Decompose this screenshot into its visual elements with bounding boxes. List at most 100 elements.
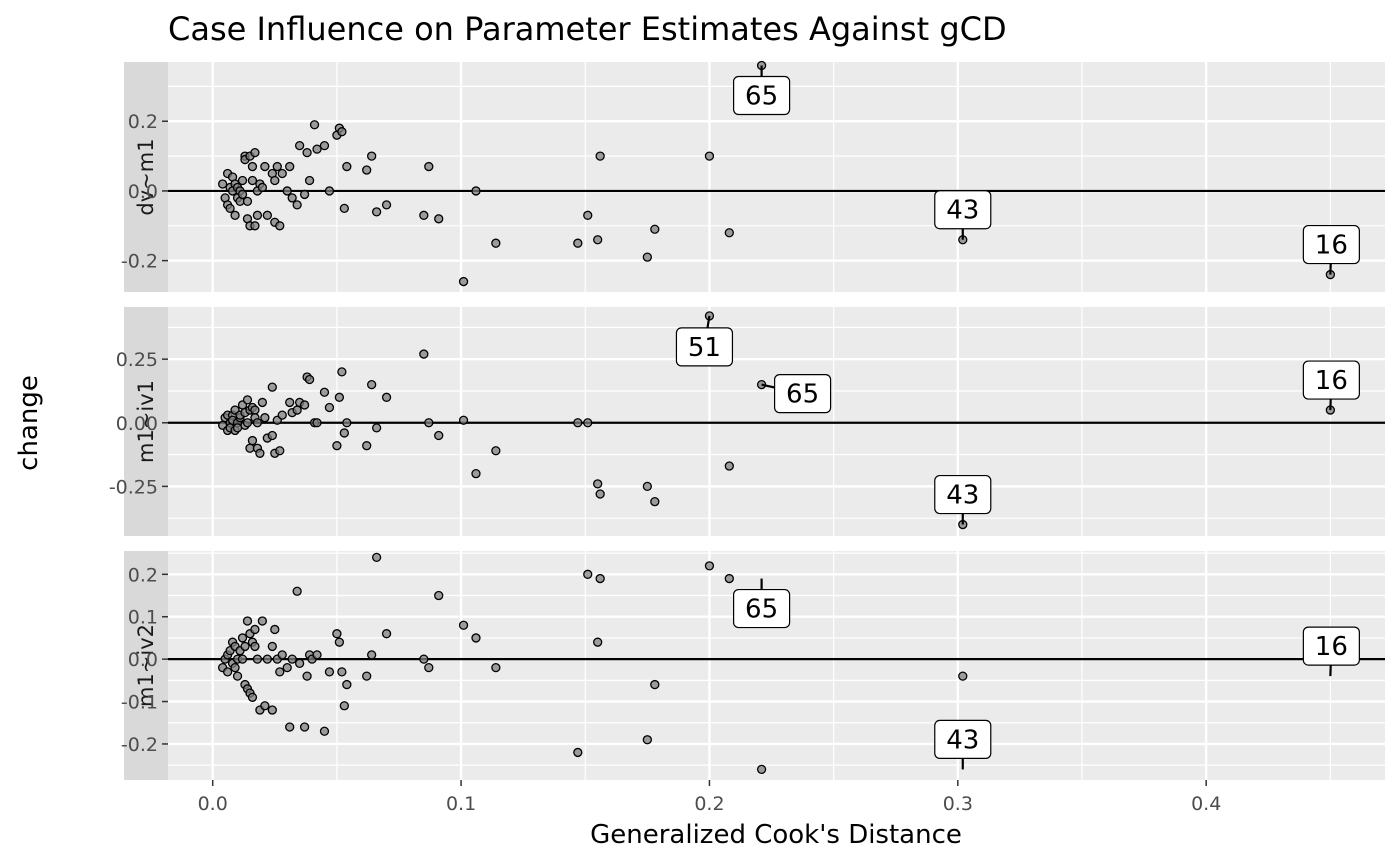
data-point	[292, 586, 302, 596]
data-point	[650, 224, 660, 234]
data-point	[252, 654, 263, 664]
data-point	[371, 552, 382, 563]
data-point	[337, 667, 347, 677]
data-point	[491, 662, 501, 673]
y-axis-label: change	[14, 375, 44, 471]
data-point	[247, 175, 258, 186]
data-point	[250, 221, 260, 231]
data-point	[342, 418, 352, 428]
data-point	[334, 392, 345, 402]
data-point	[367, 650, 377, 660]
data-point	[419, 654, 429, 664]
label-text: 65	[745, 595, 778, 625]
data-point	[252, 210, 263, 220]
panel-dv~m1: dv~m1 -0.2 0.0 0.2 65 43 16	[121, 60, 1385, 292]
data-point	[285, 161, 295, 172]
data-point	[272, 161, 282, 172]
data-point	[267, 641, 277, 652]
data-point	[332, 629, 342, 639]
data-point	[257, 616, 268, 626]
data-point	[277, 650, 287, 660]
data-point	[434, 430, 444, 441]
data-point	[302, 147, 312, 158]
data-point	[573, 238, 583, 248]
data-point	[267, 705, 277, 715]
data-point	[573, 747, 583, 758]
data-point	[275, 221, 285, 231]
strip-label: m1~iv2	[134, 624, 158, 707]
label-text: 51	[688, 333, 721, 363]
data-point	[573, 418, 583, 428]
label-box	[1302, 626, 1360, 666]
data-point	[458, 276, 469, 287]
data-point	[434, 590, 444, 601]
data-point	[434, 214, 444, 224]
data-point	[491, 238, 501, 248]
data-point	[642, 252, 652, 262]
data-point	[282, 662, 292, 673]
data-point	[237, 189, 248, 200]
data-point	[287, 654, 297, 664]
data-point	[242, 418, 253, 428]
data-point	[294, 140, 305, 151]
data-point	[277, 410, 287, 420]
data-point	[339, 701, 349, 711]
data-point	[419, 349, 429, 359]
label-box	[934, 719, 992, 759]
data-point	[642, 481, 652, 492]
data-point	[242, 395, 253, 405]
data-point	[270, 175, 280, 186]
data-point	[724, 573, 734, 584]
data-point	[650, 496, 660, 507]
y-tick-label: 0.00	[116, 413, 158, 435]
data-point	[337, 127, 347, 137]
panel-strip	[124, 307, 168, 536]
data-point	[255, 448, 265, 458]
data-point	[458, 415, 469, 425]
data-point	[257, 182, 268, 193]
data-point	[319, 140, 330, 151]
data-point	[237, 633, 248, 643]
data-point	[299, 400, 310, 410]
x-tick-label: 0.3	[943, 793, 973, 815]
label-box	[732, 75, 791, 116]
y-tick-label: -0.25	[109, 476, 158, 498]
data-point	[334, 637, 345, 647]
data-point	[285, 397, 295, 408]
panels: dv~m1-0.20.00.2654316m1~iv1-0.250.000.25…	[109, 60, 1385, 780]
chart-title: Case Influence on Parameter Estimates Ag…	[168, 10, 1007, 48]
data-point	[362, 671, 372, 681]
y-tick-label: -0.2	[121, 734, 158, 756]
x-axis-label: Generalized Cook's Distance	[590, 820, 962, 850]
label-box	[773, 374, 832, 414]
data-point	[275, 667, 285, 677]
data-point	[704, 561, 715, 571]
x-tick-label: 0.0	[198, 793, 228, 815]
data-point	[381, 629, 392, 639]
panel-strip	[124, 62, 168, 292]
data-point	[362, 165, 372, 175]
data-point	[299, 722, 310, 732]
data-point	[339, 428, 349, 438]
data-point	[275, 446, 285, 456]
data-point	[650, 679, 660, 690]
y-tick-label: 0.1	[128, 607, 158, 629]
data-point	[593, 637, 603, 647]
data-point	[260, 701, 270, 711]
data-point	[367, 379, 377, 390]
data-point	[250, 405, 260, 415]
panel-background	[168, 551, 1385, 780]
y-tick-label: 0.2	[128, 564, 158, 586]
label-box	[675, 327, 734, 367]
data-point	[324, 186, 335, 196]
data-point	[595, 573, 605, 584]
panel-m1~iv2: m1~iv2 -0.2 -0.1 0.0 0.1 0.2 65 16 43	[121, 551, 1385, 780]
label-text: 43	[946, 725, 979, 755]
data-point	[250, 147, 260, 158]
data-point	[593, 479, 603, 489]
data-point	[583, 569, 593, 579]
strip-label: dv~m1	[134, 138, 158, 215]
data-point	[260, 161, 270, 172]
data-point	[424, 662, 434, 673]
data-point	[250, 624, 260, 635]
